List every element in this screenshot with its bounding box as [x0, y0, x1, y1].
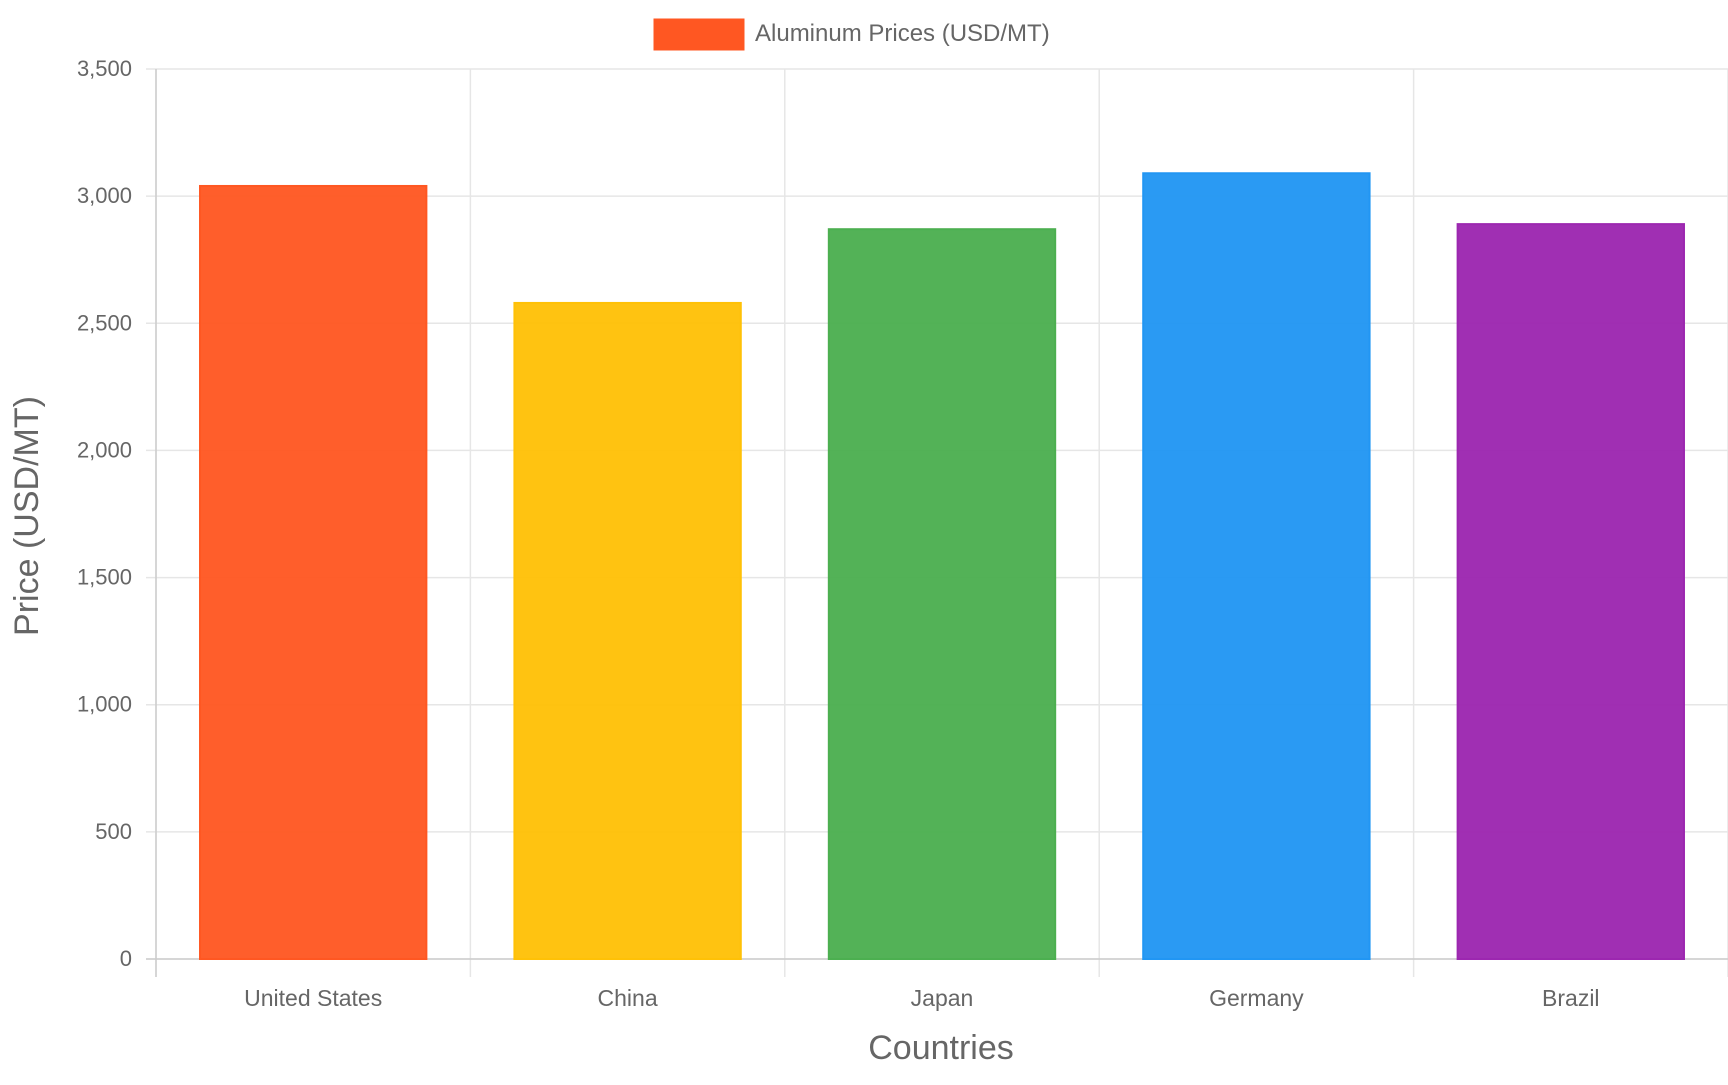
bar-layer [199, 172, 1685, 961]
bar-japan[interactable] [827, 228, 1057, 960]
y-tick-label: 1,000 [77, 692, 132, 717]
y-tick-label: 2,000 [77, 437, 132, 462]
bar-united-states[interactable] [199, 184, 428, 960]
y-tick-label: 500 [95, 819, 132, 844]
y-tick-label: 0 [120, 946, 132, 971]
x-axis-title: Countries [868, 1029, 1014, 1067]
bar-china[interactable] [513, 301, 742, 960]
y-tick-label: 1,500 [77, 565, 132, 590]
bar-brazil[interactable] [1456, 223, 1685, 961]
x-tick-label: Germany [1209, 985, 1304, 1011]
legend-label[interactable]: Aluminum Prices (USD/MT) [755, 20, 1050, 47]
axis-layer: 0 500 1,000 1,500 2,000 2,500 3,000 3,500 United… [77, 56, 1728, 1011]
legend[interactable]: Aluminum Prices (USD/MT) [653, 18, 1050, 51]
x-tick-label: China [598, 985, 658, 1011]
legend-swatch[interactable] [653, 18, 745, 51]
y-tick-label: 2,500 [77, 310, 132, 335]
x-tick-label: Japan [911, 985, 974, 1011]
bar-germany[interactable] [1142, 172, 1371, 960]
x-tick-label: United States [244, 985, 382, 1011]
y-tick-label: 3,500 [77, 56, 132, 81]
x-tick-label: Brazil [1542, 985, 1600, 1011]
y-tick-label: 3,000 [77, 183, 132, 208]
y-axis-title: Price (USD/MT) [8, 396, 46, 636]
